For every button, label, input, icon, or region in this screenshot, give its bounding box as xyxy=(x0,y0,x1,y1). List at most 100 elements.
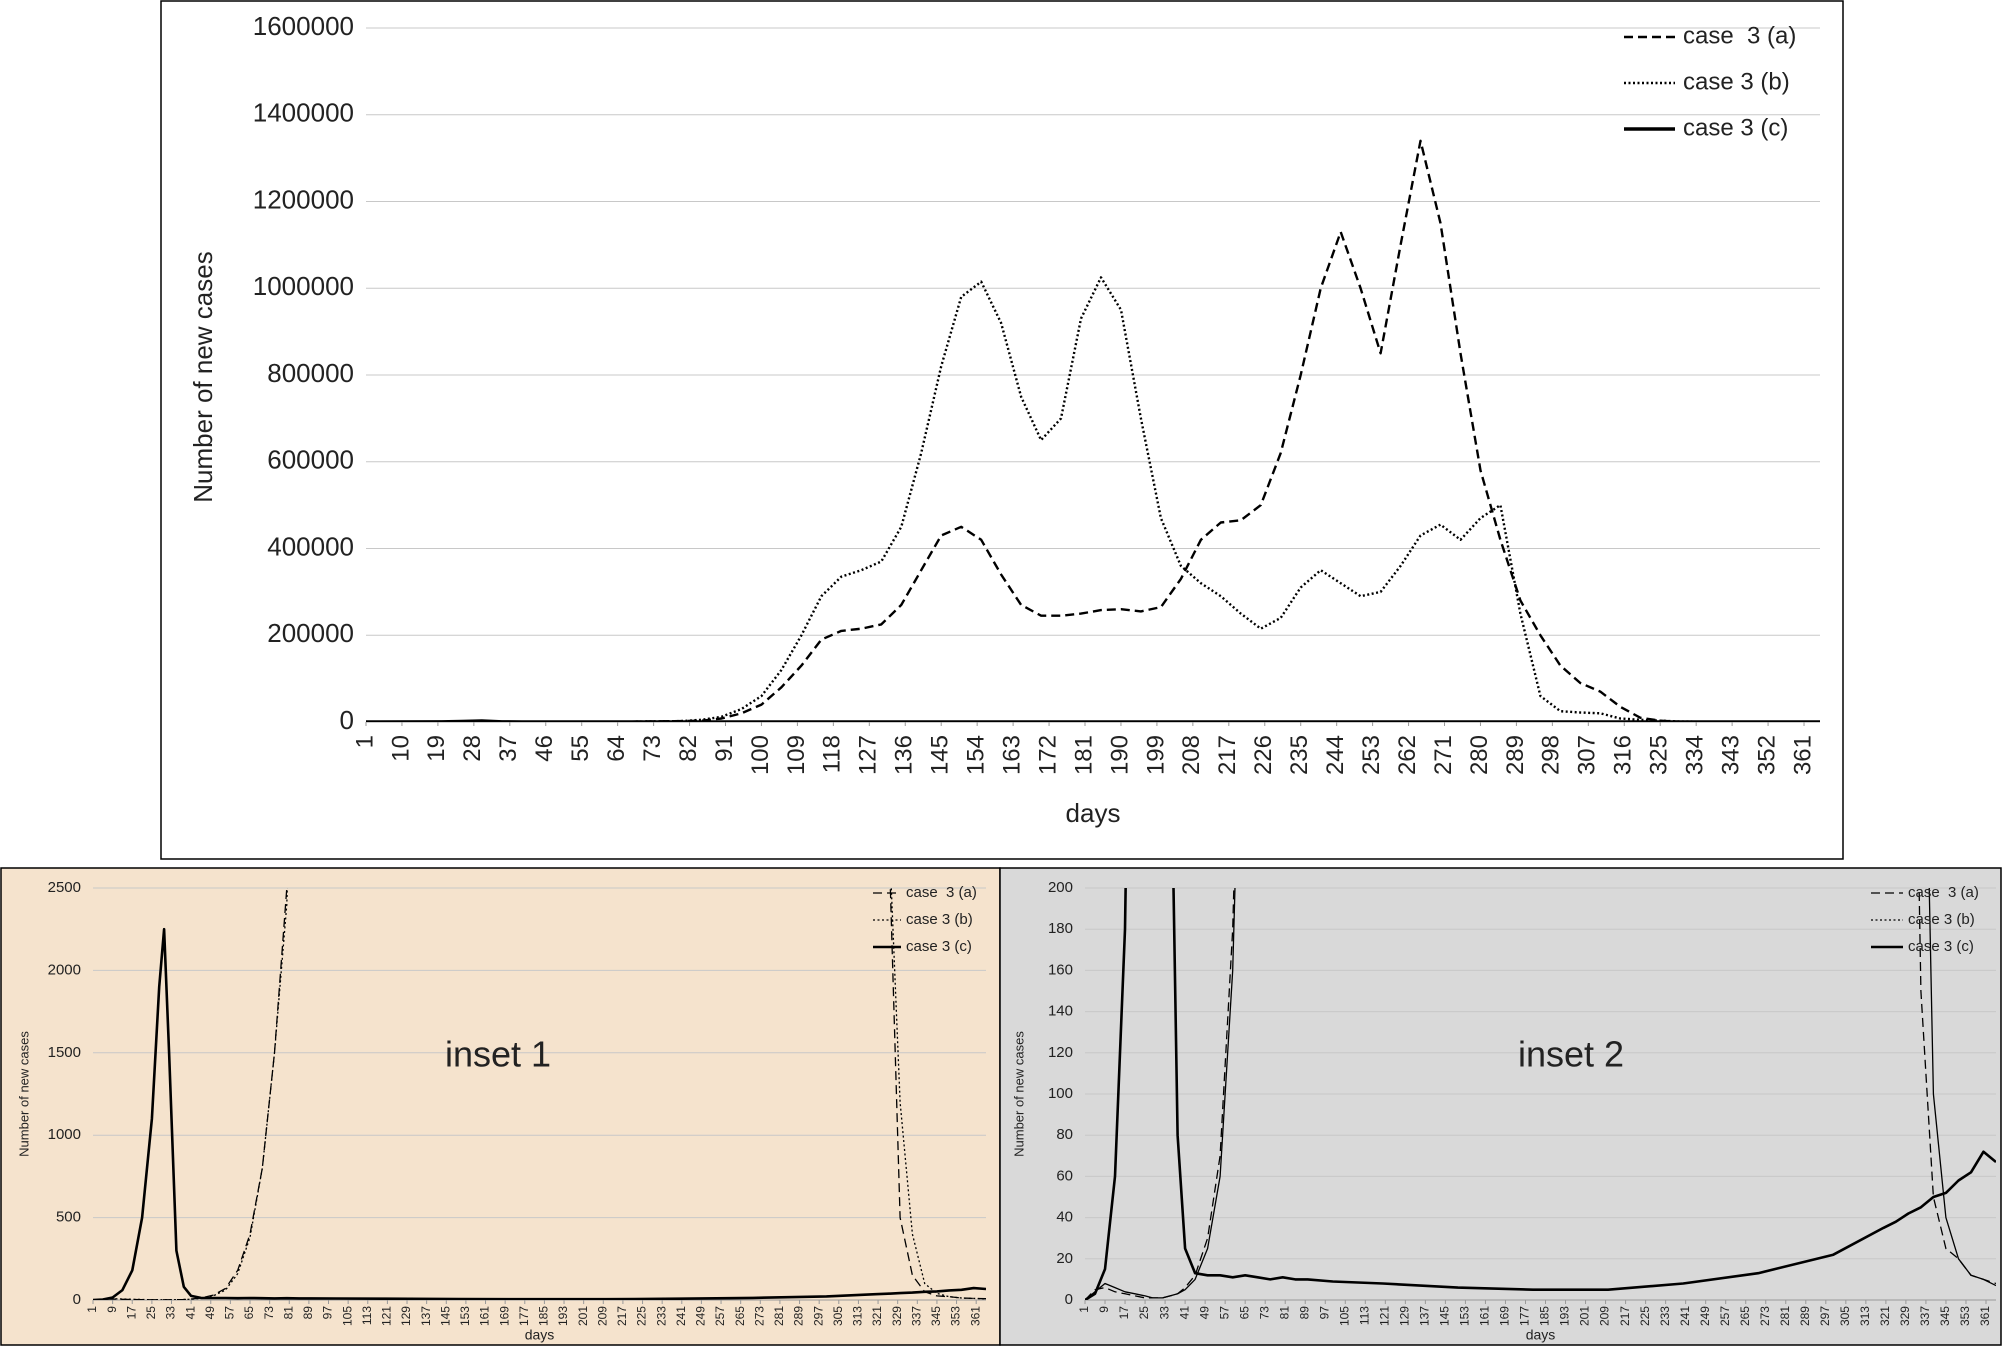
x-tick-label: 113 xyxy=(360,1306,374,1325)
x-tick-label: 305 xyxy=(1838,1306,1852,1326)
x-tick-label: 118 xyxy=(819,735,846,773)
x-tick-label: 65 xyxy=(1237,1306,1251,1320)
x-tick-label: 249 xyxy=(694,1306,708,1326)
series-line xyxy=(93,888,986,1300)
x-tick-label: 199 xyxy=(1142,735,1169,775)
x-tick-label: 49 xyxy=(1197,1306,1211,1320)
x-tick-label: 137 xyxy=(1418,1306,1432,1326)
x-tick-label: 28 xyxy=(459,735,486,762)
x-tick-label: 217 xyxy=(1618,1306,1632,1326)
y-tick-label: 500 xyxy=(56,1209,81,1226)
x-tick-label: 33 xyxy=(164,1306,178,1320)
x-tick-label: 82 xyxy=(675,735,702,762)
x-tick-label: 161 xyxy=(1478,1306,1492,1326)
x-tick-label: 153 xyxy=(458,1306,472,1326)
x-tick-label: 249 xyxy=(1698,1306,1712,1326)
legend-label: case 3 (a) xyxy=(1683,22,1796,49)
y-tick-label: 60 xyxy=(1056,1167,1073,1184)
legend-label: case 3 (a) xyxy=(1908,884,1979,901)
x-tick-label: 334 xyxy=(1682,735,1709,775)
x-axis-label: days xyxy=(1526,1327,1556,1343)
x-tick-label: 73 xyxy=(639,735,666,762)
x-tick-label: 257 xyxy=(713,1306,727,1326)
series-line xyxy=(366,719,1820,722)
y-tick-label: 100 xyxy=(1048,1085,1073,1102)
x-tick-label: 321 xyxy=(870,1306,884,1326)
x-tick-label: 305 xyxy=(831,1306,845,1326)
y-tick-label: 1200000 xyxy=(253,184,354,214)
x-tick-label: 129 xyxy=(399,1306,413,1326)
panel-background xyxy=(999,867,2002,1346)
y-tick-label: 2500 xyxy=(48,879,81,896)
x-tick-label: 289 xyxy=(1502,735,1529,775)
x-tick-label: 273 xyxy=(752,1306,766,1326)
x-tick-label: 169 xyxy=(497,1306,511,1326)
x-tick-label: 225 xyxy=(635,1306,649,1326)
x-tick-label: 25 xyxy=(1137,1306,1151,1320)
panel-background xyxy=(0,867,1001,1346)
x-tick-label: 19 xyxy=(423,735,450,762)
x-tick-label: 1 xyxy=(1077,1306,1091,1313)
y-tick-label: 80 xyxy=(1056,1126,1073,1143)
y-tick-label: 120 xyxy=(1048,1044,1073,1061)
x-tick-label: 9 xyxy=(105,1306,119,1313)
x-tick-label: 271 xyxy=(1430,735,1457,775)
x-tick-label: 10 xyxy=(387,735,414,762)
x-tick-label: 225 xyxy=(1638,1306,1652,1326)
x-tick-label: 113 xyxy=(1357,1306,1371,1325)
x-tick-label: 97 xyxy=(321,1306,335,1320)
series-line xyxy=(1085,888,1996,1300)
series-line xyxy=(93,927,986,1300)
series-line xyxy=(366,276,1820,722)
x-tick-label: 297 xyxy=(1818,1306,1832,1326)
x-tick-label: 161 xyxy=(478,1306,492,1326)
x-tick-label: 64 xyxy=(603,735,630,762)
y-axis-label: Number of new cases xyxy=(1011,1031,1026,1157)
x-tick-label: 361 xyxy=(1789,735,1816,775)
x-tick-label: 73 xyxy=(262,1306,276,1320)
y-tick-label: 140 xyxy=(1048,1003,1073,1020)
x-tick-label: 129 xyxy=(1398,1306,1412,1326)
x-tick-label: 17 xyxy=(1117,1306,1131,1320)
x-tick-label: 25 xyxy=(144,1306,158,1320)
y-tick-label: 160 xyxy=(1048,961,1073,978)
annotation: inset 1 xyxy=(445,1034,551,1075)
chart-panel: 0 20 40 60 80 100 120 140 160 180 200 1 9 17 25 33 41 49 5… xyxy=(999,867,2002,1346)
y-tick-label: 1400000 xyxy=(253,98,354,128)
x-tick-label: 41 xyxy=(183,1306,197,1320)
x-tick-label: 1 xyxy=(351,735,378,748)
x-tick-label: 257 xyxy=(1718,1306,1732,1326)
x-tick-label: 265 xyxy=(733,1306,747,1326)
legend-label: case 3 (a) xyxy=(906,884,977,901)
x-tick-label: 233 xyxy=(654,1306,668,1326)
x-tick-label: 9 xyxy=(1097,1306,1111,1313)
x-tick-label: 209 xyxy=(595,1306,609,1326)
x-tick-label: 201 xyxy=(576,1306,590,1326)
x-tick-label: 345 xyxy=(929,1306,943,1326)
x-tick-label: 137 xyxy=(419,1306,433,1326)
x-tick-label: 89 xyxy=(301,1306,315,1320)
y-tick-label: 1500 xyxy=(48,1044,81,1061)
x-tick-label: 280 xyxy=(1466,735,1493,775)
x-tick-label: 177 xyxy=(517,1306,531,1326)
y-tick-label: 0 xyxy=(73,1291,81,1308)
x-tick-label: 172 xyxy=(1034,735,1061,775)
x-tick-label: 46 xyxy=(531,735,558,762)
y-axis-label: Number of new cases xyxy=(188,251,218,502)
x-tick-label: 329 xyxy=(1898,1306,1912,1326)
y-axis-label: Number of new cases xyxy=(16,1031,31,1157)
x-tick-label: 262 xyxy=(1394,735,1421,775)
x-tick-label: 145 xyxy=(438,1306,452,1326)
x-tick-label: 226 xyxy=(1250,735,1277,775)
x-tick-label: 345 xyxy=(1938,1306,1952,1326)
y-tick-label: 20 xyxy=(1056,1250,1073,1267)
x-tick-label: 253 xyxy=(1358,735,1385,775)
x-tick-label: 153 xyxy=(1458,1306,1472,1326)
x-axis-label: days xyxy=(1066,798,1121,828)
x-tick-label: 313 xyxy=(1858,1306,1872,1326)
x-tick-label: 190 xyxy=(1106,735,1133,775)
panel-background xyxy=(160,0,1844,860)
y-tick-label: 0 xyxy=(1065,1291,1073,1308)
x-tick-label: 193 xyxy=(1558,1306,1572,1326)
y-tick-label: 2000 xyxy=(48,961,81,978)
